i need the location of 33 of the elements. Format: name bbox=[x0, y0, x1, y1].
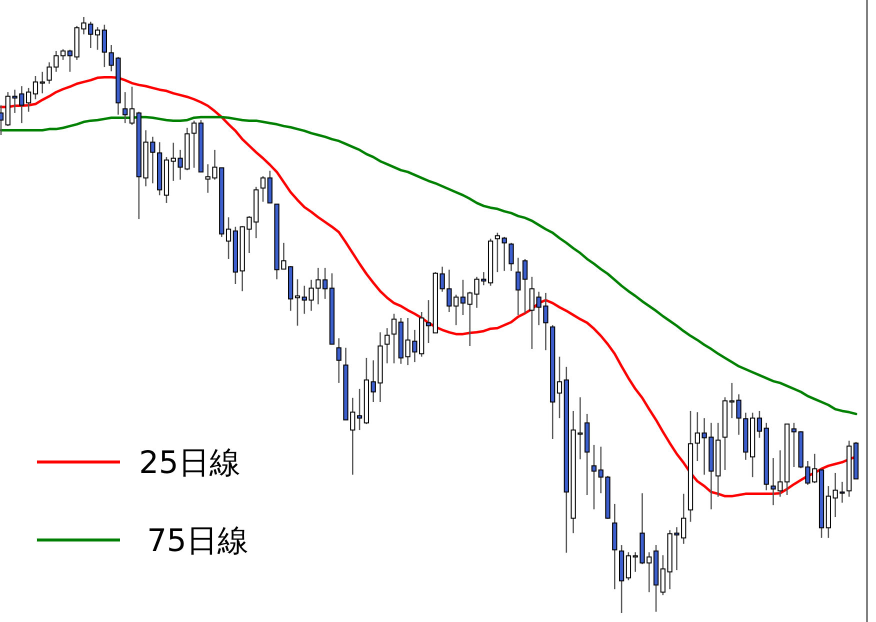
candlestick bbox=[502, 236, 507, 272]
candlestick bbox=[322, 267, 328, 300]
candlestick bbox=[67, 49, 73, 72]
legend-label: 25日線 bbox=[139, 445, 240, 481]
candlestick bbox=[102, 24, 107, 68]
candlestick bbox=[516, 257, 521, 316]
candlestick bbox=[384, 327, 390, 364]
candlestick bbox=[191, 120, 197, 168]
candlestick bbox=[522, 258, 528, 314]
candlestick bbox=[391, 313, 397, 364]
candlestick bbox=[460, 279, 466, 316]
candlestick bbox=[94, 26, 100, 50]
candlestick bbox=[556, 356, 562, 419]
candlestick bbox=[529, 276, 534, 350]
candlestick bbox=[660, 554, 666, 596]
candlestick bbox=[791, 422, 797, 468]
candlestick bbox=[426, 299, 432, 344]
candlestick bbox=[626, 552, 632, 581]
candlestick bbox=[40, 71, 45, 94]
candlestick bbox=[756, 410, 762, 438]
candlestick bbox=[260, 175, 266, 202]
candlestick bbox=[336, 338, 342, 384]
candlestick bbox=[294, 278, 300, 326]
candlestick bbox=[591, 444, 597, 510]
candlestick bbox=[32, 75, 38, 100]
legend-label: 75日線 bbox=[147, 523, 248, 559]
candlestick bbox=[356, 388, 362, 431]
candlestick bbox=[60, 48, 66, 61]
candlestick bbox=[129, 86, 135, 126]
candlestick bbox=[494, 232, 500, 273]
candlestick bbox=[226, 216, 232, 260]
candlestick bbox=[122, 91, 128, 124]
candlestick bbox=[508, 242, 514, 272]
